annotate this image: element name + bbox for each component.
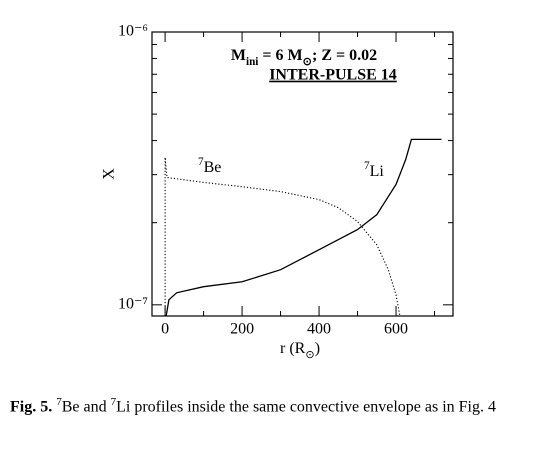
x-axis-label: r (R⊙) xyxy=(280,340,320,361)
annotation: 7Be xyxy=(198,156,221,176)
series-line xyxy=(165,138,442,317)
x-tick-label: 400 xyxy=(307,321,331,338)
text-part: ; Z = 0.02 xyxy=(312,47,377,64)
caption-text: Li profiles inside the same convective e… xyxy=(116,398,496,416)
text-part: r (R xyxy=(280,340,306,357)
caption: Fig. 5. 7Be and 7Li profiles inside the … xyxy=(10,392,545,417)
series-line xyxy=(164,157,401,316)
x-tick-label: 200 xyxy=(230,321,254,338)
caption-text: Be and xyxy=(61,398,111,416)
text-part: M xyxy=(231,47,246,64)
text-part: ⊙ xyxy=(303,56,312,68)
y-tick-label: 10⁻⁷ xyxy=(118,295,148,312)
text-part: ini xyxy=(246,56,258,68)
text-part: 7 xyxy=(364,160,370,172)
caption-label: Fig. 5. xyxy=(10,398,53,416)
text-part: Li xyxy=(370,163,385,180)
chart-title: Mini = 6 M⊙; Z = 0.02 xyxy=(231,47,377,68)
caption-text: 7 xyxy=(110,396,117,408)
x-tick-label: 0 xyxy=(161,321,169,338)
text-part: ) xyxy=(315,340,320,357)
plot-frame xyxy=(151,31,454,317)
text-part: = 6 M xyxy=(258,47,302,64)
annotation: 7Li xyxy=(364,160,384,180)
chart-subtitle: INTER-PULSE 14 xyxy=(269,67,397,84)
caption-text: 7 xyxy=(56,396,62,408)
text-part: ⊙ xyxy=(305,349,314,361)
text-part: 7 xyxy=(198,156,204,168)
x-tick-label: 600 xyxy=(384,321,408,338)
y-axis-label: X xyxy=(101,168,118,180)
text-part: Be xyxy=(204,159,222,176)
y-tick-label: 10⁻⁶ xyxy=(118,23,148,40)
